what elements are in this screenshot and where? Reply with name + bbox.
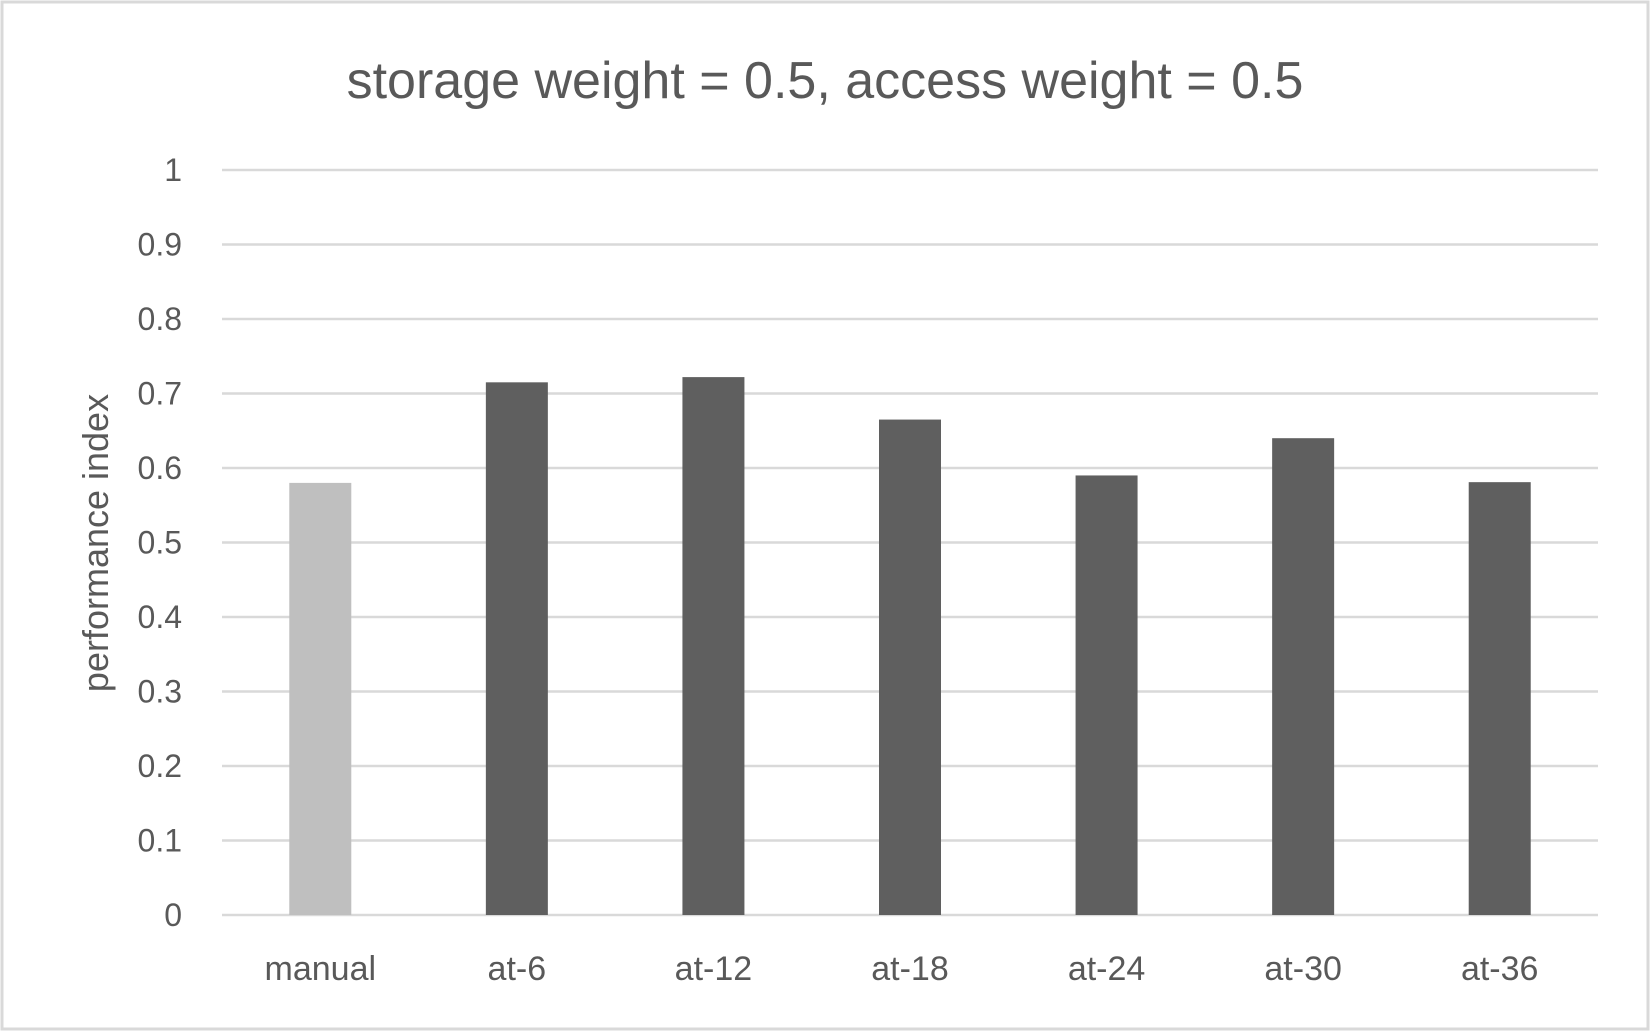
y-tick-label: 0.1 bbox=[138, 823, 182, 859]
bar-manual bbox=[289, 482, 352, 915]
x-category-label: at-18 bbox=[871, 950, 949, 988]
y-tick-label: 0.9 bbox=[138, 227, 182, 263]
chart-title: storage weight = 0.5, access weight = 0.… bbox=[347, 52, 1304, 110]
y-axis-tick-labels: 0 0.1 0.2 0.3 0.4 0.5 0.6 0.7 0.8 0.9 1 bbox=[138, 152, 182, 933]
y-axis-title: performance index bbox=[75, 394, 116, 692]
bar-at-24 bbox=[1075, 475, 1138, 915]
y-tick-label: 0 bbox=[164, 897, 182, 933]
y-tick-label: 0.2 bbox=[138, 748, 182, 784]
x-category-label: at-12 bbox=[675, 950, 753, 988]
y-tick-label: 0.3 bbox=[138, 674, 182, 710]
bar-at-36 bbox=[1468, 482, 1531, 915]
x-axis-category-labels: manual at-6 at-12 at-18 at-24 at-30 at-36 bbox=[265, 950, 1539, 988]
x-category-label: at-24 bbox=[1068, 950, 1146, 988]
bar-at-12 bbox=[682, 377, 745, 915]
x-category-label: manual bbox=[265, 950, 377, 988]
x-category-label: at-6 bbox=[488, 950, 547, 988]
y-tick-label: 0.7 bbox=[138, 376, 182, 412]
y-tick-label: 1 bbox=[164, 152, 182, 188]
bar-at-30 bbox=[1272, 438, 1335, 915]
y-tick-label: 0.5 bbox=[138, 525, 182, 561]
bar-at-18 bbox=[879, 419, 941, 915]
y-tick-label: 0.4 bbox=[138, 599, 182, 635]
bars bbox=[289, 377, 1531, 915]
x-category-label: at-36 bbox=[1461, 950, 1539, 988]
y-tick-label: 0.8 bbox=[138, 301, 182, 337]
bar-at-6 bbox=[485, 382, 548, 915]
y-tick-label: 0.6 bbox=[138, 450, 182, 486]
x-category-label: at-30 bbox=[1264, 950, 1342, 988]
